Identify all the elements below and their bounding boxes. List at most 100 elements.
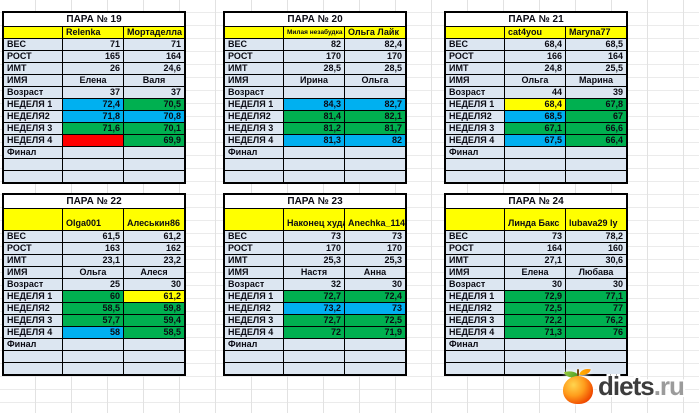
row-label[interactable]: ИМЯ <box>446 74 504 86</box>
player-name[interactable]: Мортаделла <box>123 26 184 38</box>
row-label[interactable]: НЕДЕЛЯ 4 <box>446 134 504 146</box>
row-label[interactable] <box>225 158 283 170</box>
value-cell[interactable]: 39 <box>565 86 626 98</box>
value-cell[interactable]: 26 <box>62 62 123 74</box>
value-cell[interactable]: 25,5 <box>565 62 626 74</box>
row-label[interactable]: РОСТ <box>446 50 504 62</box>
value-cell[interactable]: 28,5 <box>344 62 405 74</box>
value-cell[interactable] <box>283 362 344 374</box>
value-cell[interactable]: 170 <box>344 50 405 62</box>
value-cell[interactable] <box>123 146 184 158</box>
value-cell[interactable]: 81,4 <box>283 110 344 122</box>
row-label[interactable]: ВЕС <box>225 38 283 50</box>
value-cell[interactable]: 37 <box>123 86 184 98</box>
value-cell[interactable]: 61,2 <box>123 230 184 242</box>
value-cell[interactable] <box>62 134 123 146</box>
row-label[interactable]: НЕДЕЛЯ 3 <box>4 314 62 326</box>
value-cell[interactable]: 30 <box>565 278 626 290</box>
value-cell[interactable]: 73 <box>344 302 405 314</box>
value-cell[interactable]: 72,9 <box>504 290 565 302</box>
value-cell[interactable]: 81,3 <box>283 134 344 146</box>
row-label[interactable]: ИМЯ <box>225 74 283 86</box>
value-cell[interactable] <box>344 86 405 98</box>
value-cell[interactable]: 163 <box>62 242 123 254</box>
row-label[interactable]: НЕДЕЛЯ 4 <box>4 326 62 338</box>
header-label-cell[interactable] <box>4 26 62 38</box>
value-cell[interactable]: 24,8 <box>504 62 565 74</box>
row-label[interactable]: НЕДЕЛЯ 1 <box>446 98 504 110</box>
value-cell[interactable]: 77,1 <box>565 290 626 302</box>
value-cell[interactable]: 57,7 <box>62 314 123 326</box>
value-cell[interactable] <box>504 146 565 158</box>
row-label[interactable]: НЕДЕЛЯ2 <box>4 302 62 314</box>
value-cell[interactable] <box>123 158 184 170</box>
table-title[interactable]: ПАРА № 21 <box>446 13 626 26</box>
value-cell[interactable]: 160 <box>565 242 626 254</box>
row-label[interactable]: НЕДЕЛЯ2 <box>446 302 504 314</box>
value-cell[interactable] <box>123 362 184 374</box>
value-cell[interactable]: Анна <box>344 266 405 278</box>
player-name[interactable]: Наконец худая <box>283 208 344 230</box>
row-label[interactable]: ВЕС <box>4 230 62 242</box>
row-label[interactable]: НЕДЕЛЯ 3 <box>4 122 62 134</box>
player-name[interactable]: Милая незабудка <box>283 26 344 38</box>
value-cell[interactable]: 28,5 <box>283 62 344 74</box>
value-cell[interactable]: 164 <box>123 50 184 62</box>
value-cell[interactable]: 59,4 <box>123 314 184 326</box>
row-label[interactable] <box>4 350 62 362</box>
row-label[interactable]: НЕДЕЛЯ2 <box>225 110 283 122</box>
value-cell[interactable] <box>123 170 184 182</box>
value-cell[interactable]: 82 <box>344 134 405 146</box>
value-cell[interactable] <box>504 350 565 362</box>
row-label[interactable]: ИМЯ <box>446 266 504 278</box>
value-cell[interactable]: 44 <box>504 86 565 98</box>
value-cell[interactable]: 61,2 <box>123 290 184 302</box>
value-cell[interactable]: 82,1 <box>344 110 405 122</box>
value-cell[interactable] <box>344 350 405 362</box>
row-label[interactable]: НЕДЕЛЯ2 <box>225 302 283 314</box>
row-label[interactable]: Финал <box>4 146 62 158</box>
value-cell[interactable]: 67,5 <box>504 134 565 146</box>
row-label[interactable]: ИМТ <box>4 254 62 266</box>
value-cell[interactable]: 72,7 <box>283 314 344 326</box>
value-cell[interactable]: 23,1 <box>62 254 123 266</box>
value-cell[interactable] <box>283 158 344 170</box>
row-label[interactable]: НЕДЕЛЯ 1 <box>4 290 62 302</box>
value-cell[interactable]: 77 <box>565 302 626 314</box>
row-label[interactable]: Возраст <box>446 278 504 290</box>
value-cell[interactable]: 68,4 <box>504 38 565 50</box>
row-label[interactable]: Возраст <box>225 86 283 98</box>
value-cell[interactable] <box>62 338 123 350</box>
row-label[interactable]: НЕДЕЛЯ 3 <box>225 314 283 326</box>
value-cell[interactable]: 71,3 <box>504 326 565 338</box>
value-cell[interactable]: 68,4 <box>504 98 565 110</box>
row-label[interactable] <box>225 362 283 374</box>
value-cell[interactable]: 164 <box>565 50 626 62</box>
value-cell[interactable] <box>344 338 405 350</box>
row-label[interactable] <box>225 170 283 182</box>
row-label[interactable] <box>225 350 283 362</box>
value-cell[interactable]: 72,7 <box>283 290 344 302</box>
value-cell[interactable] <box>62 158 123 170</box>
value-cell[interactable]: 37 <box>62 86 123 98</box>
row-label[interactable]: НЕДЕЛЯ 1 <box>225 290 283 302</box>
row-label[interactable]: НЕДЕЛЯ2 <box>4 110 62 122</box>
value-cell[interactable]: 30,6 <box>565 254 626 266</box>
value-cell[interactable] <box>565 170 626 182</box>
row-label[interactable] <box>446 350 504 362</box>
value-cell[interactable]: 166 <box>504 50 565 62</box>
table-title[interactable]: ПАРА № 24 <box>446 195 626 208</box>
value-cell[interactable]: Марина <box>565 74 626 86</box>
player-name[interactable]: Ольга Лайк <box>344 26 405 38</box>
value-cell[interactable]: Алеся <box>123 266 184 278</box>
value-cell[interactable] <box>565 350 626 362</box>
row-label[interactable]: ИМТ <box>446 62 504 74</box>
value-cell[interactable] <box>504 338 565 350</box>
value-cell[interactable]: 24,6 <box>123 62 184 74</box>
value-cell[interactable]: 73,2 <box>283 302 344 314</box>
row-label[interactable]: Финал <box>225 338 283 350</box>
value-cell[interactable]: Елена <box>504 266 565 278</box>
value-cell[interactable]: 67,8 <box>565 98 626 110</box>
value-cell[interactable] <box>565 158 626 170</box>
header-label-cell[interactable] <box>225 208 283 230</box>
